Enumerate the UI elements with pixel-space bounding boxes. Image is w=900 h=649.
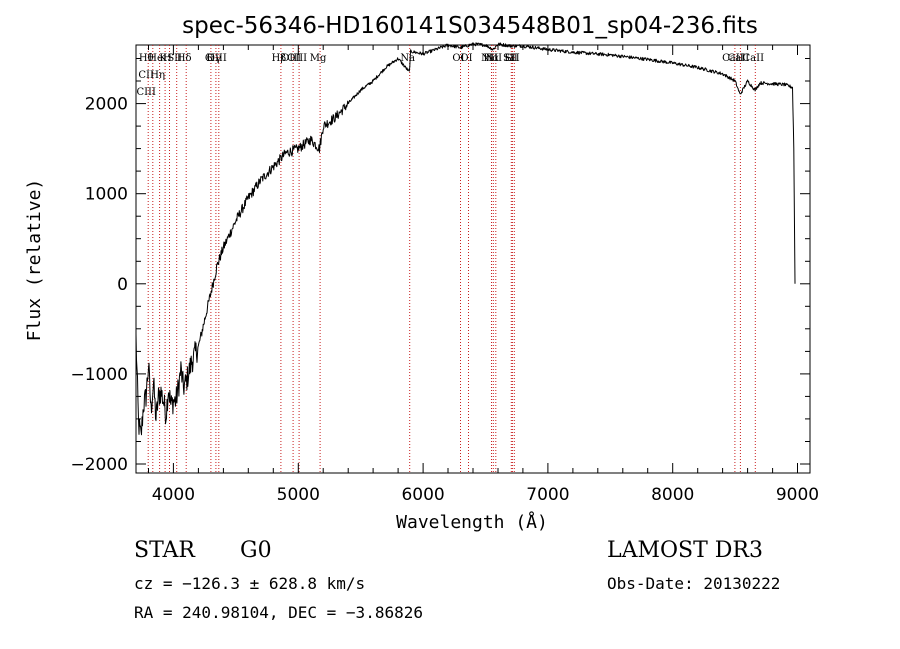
line-label-8-0: Hγ [207,53,222,64]
y-tick-label-2000: 2000 [85,95,128,115]
emission-line-markers [147,45,756,473]
line-label-5-0: SII [167,53,182,64]
line-label-2-0: HeI [148,53,167,64]
redshift-readout: cz = −126.3 ± 628.8 km/s [134,574,366,593]
line-label-24-0: CaII [728,53,750,64]
line-label-0-1: CII [138,70,154,81]
x-tick-label-9000: 9000 [776,485,819,505]
line-label-7-0: G [205,53,213,64]
coordinates: RA = 240.98104, DEC = −3.86826 [134,603,423,622]
line-label-11-0: OIII [281,53,301,64]
y-axis-label: Flux (relative) [24,179,45,342]
plot-frame [135,44,811,474]
x-tick-label-8000: 8000 [651,485,694,505]
line-label-15-0: OI [452,53,464,64]
y-axis-ticks: −2000 −1000 0 1000 2000 [70,58,810,475]
line-label-14-0: Na [400,53,415,64]
line-label-10-0: Hβ [272,53,287,64]
line-label-19-0: NII [485,53,502,64]
line-label-4-0: H [163,53,172,64]
line-label-0-2: CIII [136,87,156,98]
line-label-16-0: OI [460,53,472,64]
object-type: STAR [134,538,195,563]
line-label-12-0: OIII [287,53,307,64]
survey-name: LAMOST DR3 [607,538,763,563]
line-label-17-0: NII [481,53,498,64]
line-label-6-0: Hδ [177,53,192,64]
line-label-9-0: OIII [207,53,227,64]
line-label-0-0: Hθ [139,53,154,64]
obs-date: Obs-Date: 20130222 [607,574,781,593]
x-tick-label-7000: 7000 [526,485,569,505]
line-label-18-0: Hα [484,53,500,64]
x-axis-label: Wavelength (Å) [396,511,548,533]
chart-title: spec-56346-HD160141S034548B01_sp04-236.f… [182,13,758,39]
spectral-subclass: G0 [240,538,272,563]
line-label-13-0: Mg [310,53,327,64]
line-label-25-0: CaII [743,53,765,64]
spectrum-series [135,42,796,436]
line-label-22-0: SII [505,53,520,64]
x-tick-label-4000: 4000 [152,485,195,505]
x-tick-label-6000: 6000 [401,485,444,505]
line-label-2-1: Hη [150,70,165,81]
y-tick-label--1000: −1000 [70,365,128,385]
line-label-3-0: K [159,53,167,64]
y-tick-label--2000: −2000 [70,455,128,475]
flux-line [135,42,796,436]
y-tick-label-0: 0 [117,275,128,295]
y-tick-label-1000: 1000 [85,185,128,205]
x-tick-label-5000: 5000 [277,485,320,505]
x-axis-ticks: 4000 5000 6000 7000 8000 9000 [148,45,819,505]
line-label-23-0: CaII [722,53,744,64]
line-label-20-0: Li [504,53,514,64]
line-label-21-0: SII [503,53,518,64]
